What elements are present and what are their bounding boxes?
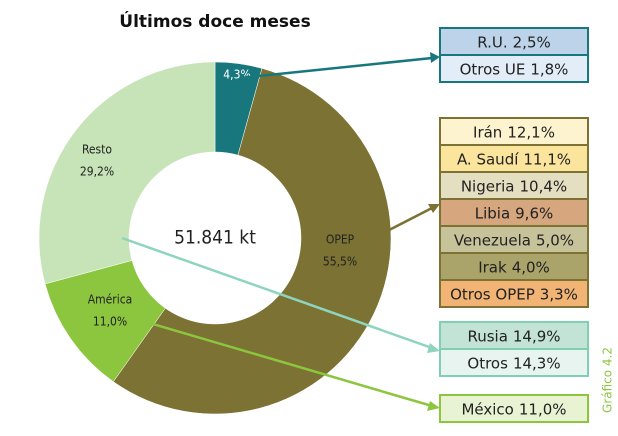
breakdown-box [439, 225, 589, 254]
breakdown-label: Nigeria 10,4% [461, 177, 567, 195]
slice-label: OPEP [326, 233, 355, 247]
connector [111, 310, 433, 408]
breakdown-value: 12,1% [507, 123, 555, 141]
breakdown-value: 1,8% [530, 60, 568, 78]
breakdown-value: 11,1% [523, 150, 571, 168]
breakdown-name: Libia [475, 204, 510, 222]
breakdown-value: 14,9% [513, 327, 561, 345]
slice-value: 55,5% [323, 255, 357, 269]
slice-value: 29,2% [80, 165, 114, 179]
slice [112, 68, 392, 415]
breakdown-box [439, 252, 589, 281]
breakdown-value: 14,3% [513, 354, 561, 372]
arrowhead [430, 52, 440, 63]
breakdown-name: Otros UE [460, 60, 526, 78]
breakdown-box [439, 198, 589, 227]
breakdown-label: Otros 14,3% [467, 354, 560, 372]
breakdown-value: 3,3% [540, 285, 578, 303]
breakdown-value: 9,6% [515, 204, 553, 222]
breakdown-label: Venezuela 5,0% [454, 231, 574, 249]
chart-title: Últimos doce meses [119, 10, 310, 32]
breakdown-box [439, 394, 589, 423]
connector [239, 56, 433, 80]
slice [38, 61, 216, 285]
breakdown-value: 10,4% [520, 177, 568, 195]
side-label: Gráfico 4.2 [601, 347, 615, 413]
arrowhead [427, 401, 440, 411]
connector [121, 236, 433, 350]
slice-value: 4,3% [223, 68, 250, 82]
slice-label: América [88, 293, 133, 307]
breakdown-label: Otros UE 1,8% [460, 60, 569, 78]
breakdown-label: A. Saudí 11,1% [457, 150, 571, 168]
breakdown-label: R.U. 2,5% [477, 33, 551, 51]
slice-label: Resto [82, 143, 112, 157]
breakdown-box [439, 348, 589, 377]
breakdown-box [439, 279, 589, 308]
breakdown-name: Otros OPEP [450, 285, 535, 303]
connector [359, 206, 433, 247]
breakdown-label: México 11,0% [461, 400, 566, 418]
breakdown-value: 2,5% [513, 33, 551, 51]
slice-label: U.E. [226, 46, 248, 60]
arrowhead [427, 343, 440, 353]
breakdown-name: México [461, 400, 513, 418]
breakdown-value: 11,0% [519, 400, 567, 418]
breakdown-box [439, 171, 589, 200]
breakdown-name: Irán [473, 123, 502, 141]
breakdown-name: R.U. [477, 33, 507, 51]
breakdown-box [439, 54, 589, 83]
breakdown-box [439, 144, 589, 173]
breakdown-label: Otros OPEP 3,3% [450, 285, 578, 303]
breakdown-name: Otros [467, 354, 508, 372]
breakdown-box [439, 27, 589, 56]
breakdown-name: A. Saudí [457, 150, 519, 168]
breakdown-label: Rusia 14,9% [467, 327, 560, 345]
slice-value: 11,0% [93, 315, 127, 329]
breakdown-value: 4,0% [512, 258, 550, 276]
breakdown-name: Nigeria [461, 177, 515, 195]
arrowhead [428, 204, 440, 213]
breakdown-box [439, 117, 589, 146]
breakdown-name: Venezuela [454, 231, 531, 249]
breakdown-label: Libia 9,6% [475, 204, 554, 222]
breakdown-label: Irán 12,1% [473, 123, 555, 141]
center-label: 51.841 kt [174, 227, 256, 249]
breakdown-name: Rusia [467, 327, 507, 345]
breakdown-value: 5,0% [536, 231, 574, 249]
breakdown-name: Irak [478, 258, 507, 276]
connectors [111, 52, 440, 411]
breakdown-label: Irak 4,0% [478, 258, 550, 276]
breakdown-box [439, 321, 589, 350]
